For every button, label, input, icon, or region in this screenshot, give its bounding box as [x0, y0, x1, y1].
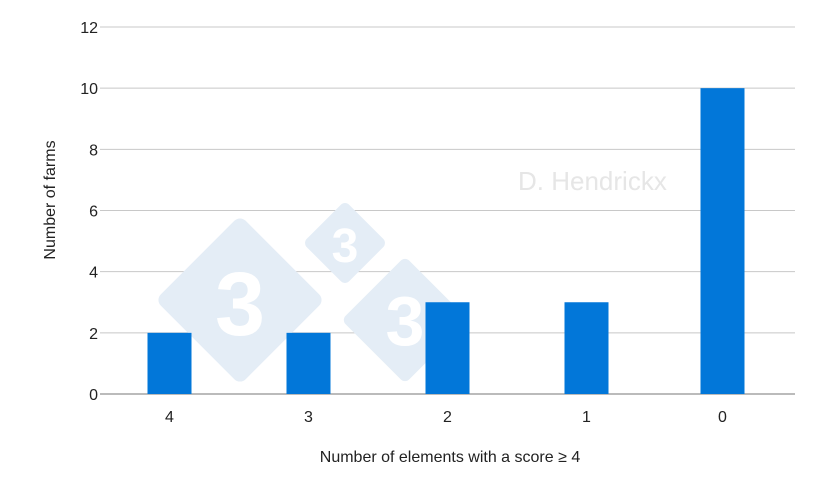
bars	[147, 88, 745, 395]
x-tick-label: 4	[165, 409, 174, 426]
bar	[700, 88, 745, 395]
x-tick-label: 3	[304, 409, 313, 426]
y-tick-label: 4	[89, 265, 98, 282]
y-axis-label: Number of farms	[42, 140, 59, 259]
x-tick-label: 1	[582, 409, 591, 426]
watermark-text: D. Hendrickx	[518, 166, 667, 196]
y-tick-label: 0	[89, 387, 98, 404]
bar	[286, 332, 331, 394]
y-tick-label: 10	[80, 81, 98, 98]
bar	[147, 332, 192, 394]
x-tick-label: 2	[443, 409, 452, 426]
watermark-logo-digit: 3	[386, 282, 425, 360]
y-tick-label: 12	[80, 20, 98, 37]
bar	[425, 302, 470, 394]
y-tick-label: 8	[89, 142, 98, 159]
x-axis-label: Number of elements with a score ≥ 4	[320, 449, 581, 466]
watermark-logo-digit: 3	[332, 220, 359, 273]
watermark-logo: 3 3 3	[158, 203, 467, 382]
y-tick-label: 2	[89, 326, 98, 343]
x-tick-label: 0	[718, 409, 727, 426]
bar	[564, 302, 609, 394]
x-tick-labels: 4 3 2 1 0	[165, 409, 727, 426]
watermark-logo-digit: 3	[215, 255, 265, 355]
y-tick-label: 6	[89, 204, 98, 221]
gridlines: 0 2 4 6 8 10 12	[80, 20, 795, 404]
